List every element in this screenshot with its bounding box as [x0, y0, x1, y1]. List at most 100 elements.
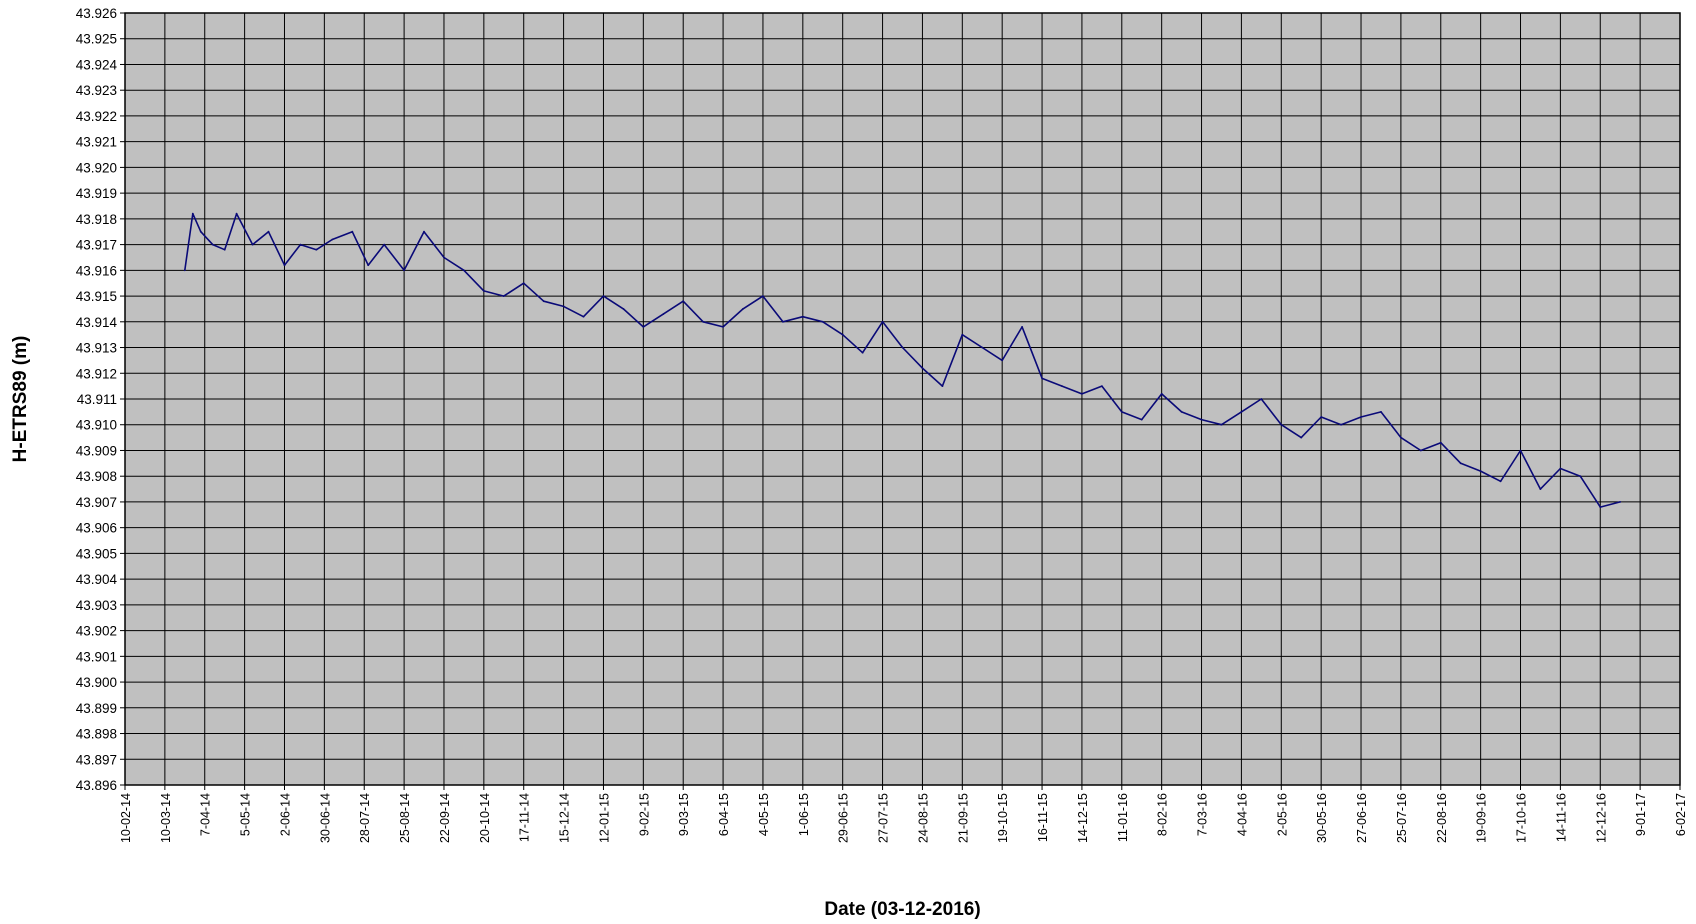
data-point — [403, 269, 405, 272]
x-tick-label: 6-04-15 — [717, 793, 731, 836]
x-tick-label: 9-02-15 — [637, 793, 651, 836]
data-point — [1300, 436, 1303, 439]
data-point — [299, 243, 302, 246]
data-point — [1280, 423, 1283, 426]
x-tick-label: 25-08-14 — [398, 793, 412, 843]
data-point — [1559, 467, 1562, 470]
y-tick-label: 43.920 — [76, 160, 117, 175]
data-point — [351, 230, 354, 233]
data-point — [1619, 501, 1622, 503]
data-point — [267, 230, 270, 233]
y-tick-label: 43.904 — [76, 572, 118, 587]
x-tick-label: 30-05-16 — [1315, 793, 1329, 843]
y-tick-label: 43.922 — [76, 109, 117, 124]
data-point — [1061, 385, 1063, 387]
data-point — [1499, 480, 1502, 483]
data-point — [582, 315, 585, 318]
data-point — [941, 385, 944, 387]
x-tick-label: 10-03-14 — [159, 793, 173, 843]
data-point — [702, 320, 704, 323]
data-point — [821, 320, 824, 323]
data-point — [199, 230, 202, 233]
x-tick-label: 16-11-15 — [1036, 793, 1050, 842]
x-tick-label: 17-10-16 — [1515, 793, 1529, 843]
data-point — [762, 295, 764, 297]
y-tick-label: 43.899 — [76, 701, 117, 716]
data-point — [1479, 470, 1482, 472]
x-tick-label: 9-01-17 — [1634, 793, 1648, 836]
x-tick-label: 21-09-15 — [956, 793, 970, 843]
data-point — [1240, 411, 1243, 413]
x-tick-label: 7-04-14 — [199, 793, 213, 836]
x-tick-label: 2-05-16 — [1275, 793, 1289, 836]
x-axis-label: Date (03-12-2016) — [824, 899, 980, 920]
data-point — [1340, 423, 1342, 426]
y-tick-label: 43.908 — [76, 469, 117, 484]
data-point — [1260, 398, 1263, 400]
data-point — [502, 295, 505, 297]
data-point — [542, 300, 545, 303]
x-tick-label: 27-06-16 — [1355, 793, 1369, 843]
y-tick-label: 43.923 — [76, 83, 117, 98]
data-point — [722, 326, 724, 328]
x-tick-label: 4-05-15 — [757, 793, 771, 836]
x-tick-label: 4-04-16 — [1235, 793, 1249, 836]
y-tick-label: 43.913 — [76, 341, 117, 356]
data-point — [881, 320, 884, 323]
data-point — [1519, 449, 1522, 452]
y-tick-label: 43.925 — [76, 32, 117, 47]
data-point — [283, 264, 286, 267]
x-tick-label: 24-08-15 — [916, 793, 930, 843]
y-tick-label: 43.907 — [76, 495, 117, 510]
data-point — [1200, 418, 1203, 421]
data-point — [861, 351, 864, 354]
grid-lines — [124, 12, 1681, 786]
data-point — [1599, 506, 1602, 508]
data-point — [1459, 462, 1462, 465]
x-tick-label: 22-09-14 — [438, 793, 452, 843]
y-tick-label: 43.914 — [76, 315, 118, 330]
data-point — [682, 300, 685, 303]
y-tick-label: 43.896 — [76, 778, 117, 793]
data-point — [981, 346, 984, 349]
y-tick-label: 43.926 — [76, 6, 117, 21]
data-point — [961, 333, 964, 336]
data-point — [211, 243, 214, 246]
data-point — [1180, 411, 1183, 413]
data-point — [742, 308, 744, 310]
x-tick-label: 6-02-17 — [1674, 793, 1688, 836]
y-tick-label: 43.903 — [76, 598, 117, 613]
x-tick-label: 12-12-16 — [1594, 793, 1608, 843]
x-tick-label: 12-01-15 — [597, 793, 611, 843]
y-tick-label: 43.901 — [76, 649, 117, 664]
x-tick-label: 19-09-16 — [1475, 793, 1489, 843]
x-tick-label: 10-02-14 — [119, 793, 133, 843]
data-point — [1041, 377, 1043, 380]
data-point — [921, 367, 924, 369]
x-tick-label: 5-05-14 — [239, 793, 253, 836]
x-tick-label: 19-10-15 — [996, 793, 1010, 843]
data-point — [1400, 436, 1402, 439]
data-point — [383, 243, 386, 246]
x-tick-label: 7-03-16 — [1196, 793, 1210, 836]
data-point — [1140, 418, 1143, 421]
x-tick-label: 25-07-16 — [1395, 793, 1409, 843]
series-layer — [183, 212, 1622, 508]
y-tick-label: 43.898 — [76, 727, 117, 742]
y-axis-ticks: 43.896 43.897 43.898 43.899 43.900 43.901 43.9… — [76, 6, 125, 793]
data-point — [1419, 449, 1422, 452]
y-axis-label: H-ETRS89 (m) — [10, 336, 31, 463]
data-point — [1101, 385, 1103, 387]
data-point — [367, 264, 370, 267]
x-tick-label: 17-11-14 — [518, 793, 532, 842]
data-point — [183, 269, 186, 272]
data-point — [562, 305, 565, 308]
y-tick-label: 43.919 — [76, 186, 117, 201]
x-tick-label: 11-01-16 — [1116, 793, 1130, 842]
y-tick-label: 43.915 — [76, 289, 117, 304]
data-point — [841, 333, 844, 336]
x-tick-label: 15-12-14 — [558, 793, 572, 843]
data-point — [443, 256, 445, 259]
y-tick-label: 43.906 — [76, 521, 117, 536]
